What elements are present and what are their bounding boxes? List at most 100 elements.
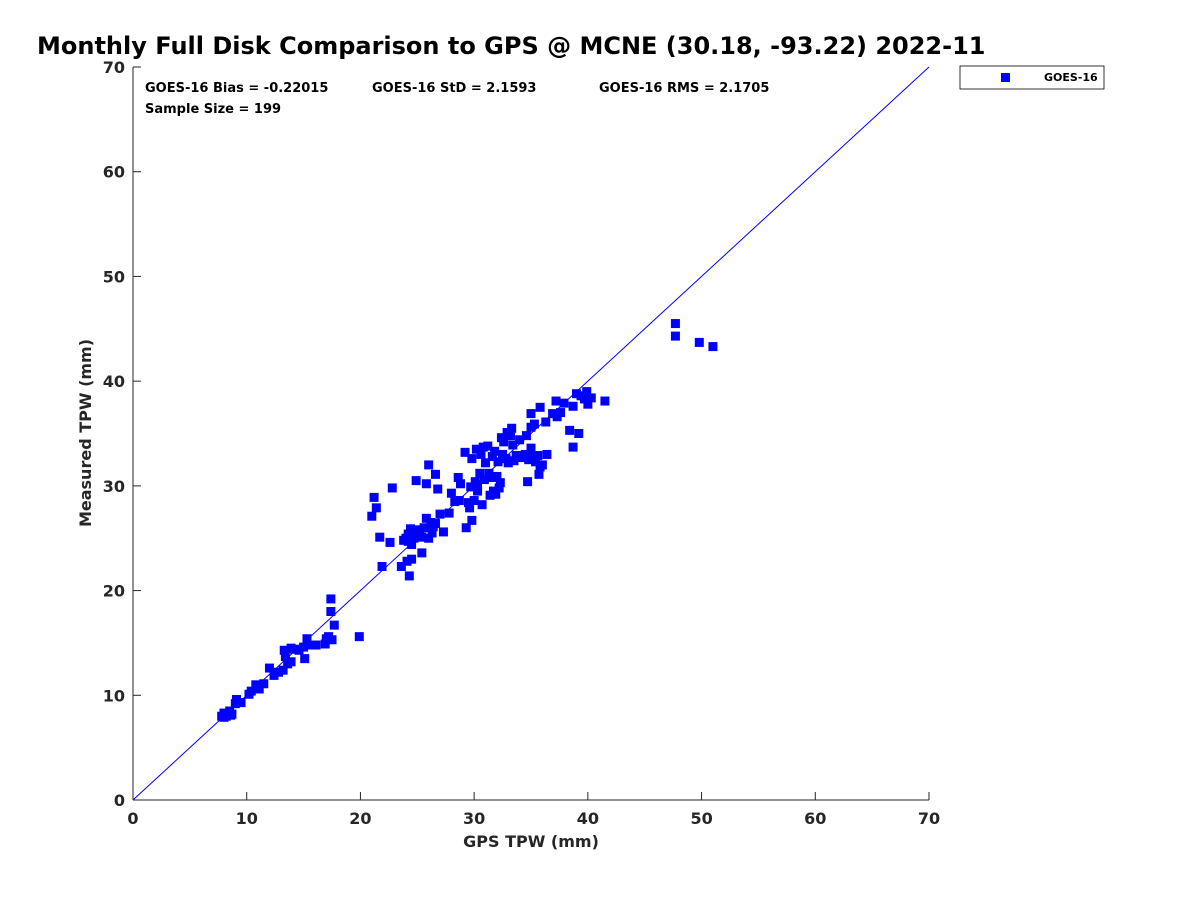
x-tick-label: 0 — [127, 809, 138, 828]
data-point — [424, 533, 434, 543]
data-point — [424, 460, 434, 470]
stats-block: GOES-16 Bias = -0.22015 GOES-16 StD = 2.… — [145, 81, 769, 117]
chart-title: Monthly Full Disk Comparison to GPS @ MC… — [37, 32, 986, 60]
data-point — [476, 449, 486, 459]
data-point — [286, 657, 296, 667]
data-point — [326, 607, 336, 617]
data-point — [455, 479, 465, 489]
data-point — [327, 635, 337, 645]
data-point — [450, 497, 460, 507]
data-point — [411, 476, 421, 486]
data-point — [396, 561, 406, 571]
data-point — [269, 670, 279, 680]
stat-rms: GOES-16 RMS = 2.1705 — [599, 81, 769, 96]
data-point — [453, 472, 463, 482]
x-tick-label: 70 — [918, 809, 940, 828]
data-point — [274, 667, 284, 677]
stat-std: GOES-16 StD = 2.1593 — [372, 81, 536, 96]
data-point — [534, 469, 544, 479]
data-point — [409, 533, 419, 543]
y-tick-label: 50 — [103, 267, 125, 286]
data-point — [503, 458, 513, 468]
data-point — [387, 483, 397, 493]
data-point — [708, 342, 718, 352]
data-point — [417, 548, 427, 558]
data-point — [526, 409, 536, 419]
data-point — [299, 642, 309, 652]
data-point — [467, 515, 477, 525]
data-point — [473, 486, 483, 496]
data-point — [507, 423, 517, 433]
data-point — [407, 554, 417, 564]
data-point — [430, 519, 440, 529]
data-point — [402, 556, 412, 566]
data-point — [427, 528, 437, 538]
data-point — [494, 483, 504, 493]
data-point — [493, 457, 503, 467]
data-point — [446, 488, 456, 498]
data-point — [551, 396, 561, 406]
data-point — [479, 475, 489, 485]
legend: GOES-16 — [959, 65, 1105, 90]
data-point — [542, 449, 552, 459]
data-point — [326, 594, 336, 604]
data-point — [354, 632, 364, 642]
data-point — [574, 429, 584, 438]
data-point — [506, 431, 516, 441]
data-point — [535, 402, 545, 412]
data-point — [438, 527, 448, 537]
y-tick-label: 40 — [103, 372, 125, 391]
data-point — [377, 561, 387, 571]
data-point — [524, 455, 534, 465]
data-point — [492, 471, 502, 481]
data-point — [254, 684, 264, 694]
x-tick-label: 30 — [463, 809, 485, 828]
x-tick-label: 20 — [349, 809, 371, 828]
data-point — [520, 449, 530, 459]
data-point — [430, 469, 440, 479]
data-point — [264, 663, 274, 673]
reference-line-layer — [132, 66, 930, 801]
data-point — [473, 481, 483, 491]
data-point — [515, 435, 525, 445]
data-point — [586, 393, 596, 403]
data-point — [475, 468, 485, 478]
data-point — [407, 539, 417, 549]
data-point — [481, 458, 491, 468]
data-point — [491, 489, 501, 499]
data-point — [435, 509, 445, 519]
data-point — [521, 431, 531, 441]
data-point — [259, 679, 269, 689]
x-tick-label: 50 — [690, 809, 712, 828]
data-point — [600, 396, 610, 406]
data-point — [537, 460, 547, 470]
data-point — [369, 492, 379, 502]
data-point — [694, 337, 704, 347]
data-point — [571, 389, 581, 399]
data-point — [367, 511, 377, 521]
data-point — [579, 394, 589, 404]
data-point — [471, 444, 481, 454]
data-point — [444, 508, 454, 518]
stat-sample-size: Sample Size = 199 — [145, 102, 281, 117]
data-point — [279, 645, 289, 655]
data-point — [320, 639, 330, 649]
data-point — [477, 500, 487, 510]
data-point — [508, 440, 518, 450]
data-point — [495, 478, 505, 488]
data-point — [403, 529, 413, 539]
data-point — [454, 496, 464, 506]
y-axis-label: Measured TPW (mm) — [76, 339, 95, 527]
data-point — [487, 452, 497, 462]
data-point — [236, 698, 246, 708]
data-point — [385, 537, 395, 547]
data-point — [568, 401, 578, 411]
data-point — [670, 319, 680, 329]
data-point — [329, 620, 339, 630]
data-point — [311, 640, 321, 650]
y-tick-label: 0 — [114, 791, 125, 810]
data-point — [404, 571, 414, 581]
data-point — [670, 331, 680, 341]
data-point — [405, 524, 415, 534]
data-point — [528, 452, 538, 462]
